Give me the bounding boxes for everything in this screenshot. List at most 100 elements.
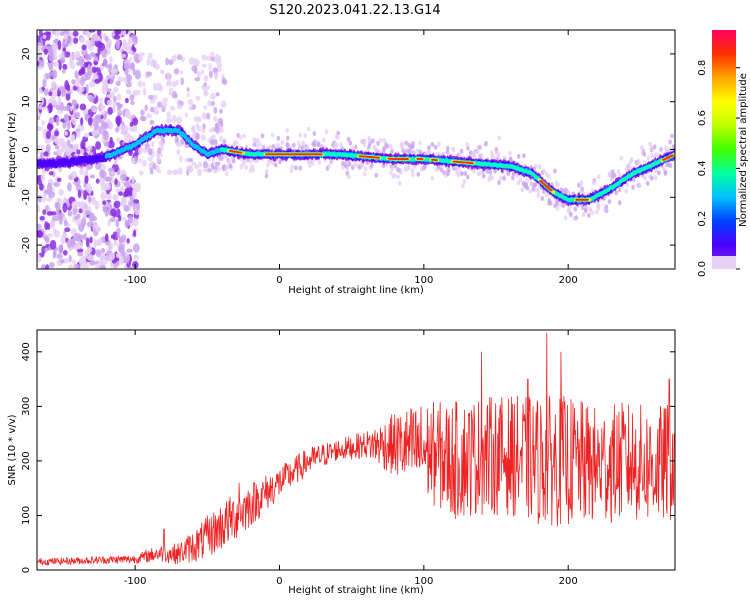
noise-blob <box>55 202 61 212</box>
noise-blob <box>151 59 155 64</box>
noise-blob <box>85 84 89 93</box>
noise-blob <box>117 103 124 109</box>
y-tick-label: 200 <box>21 451 32 470</box>
noise-blob <box>106 99 113 106</box>
noise-blob <box>89 236 93 244</box>
noise-blob <box>73 263 80 269</box>
halo-blob <box>296 140 301 146</box>
noise-blob <box>69 60 73 66</box>
noise-blob <box>113 200 121 209</box>
noise-blob <box>73 233 81 242</box>
noise-blob <box>37 115 41 121</box>
halo-blob <box>508 150 512 156</box>
noise-blob <box>51 80 56 89</box>
noise-blob <box>212 169 218 174</box>
halo-blob <box>224 154 228 160</box>
noise-blob <box>117 110 123 115</box>
noise-blob <box>203 82 207 87</box>
halo-blob <box>301 140 305 146</box>
noise-blob <box>88 96 95 103</box>
noise-blob <box>124 188 128 193</box>
noise-blob <box>71 201 77 210</box>
noise-blob <box>37 47 42 53</box>
noise-blob <box>197 168 203 177</box>
noise-blob <box>96 238 103 246</box>
noise-blob <box>77 252 84 257</box>
colorbar-tick-label: 0.2 <box>697 211 708 227</box>
halo-blob <box>244 164 248 170</box>
noise-blob <box>62 63 68 71</box>
noise-blob <box>100 181 107 192</box>
noise-blob <box>71 259 76 265</box>
halo-blob <box>485 168 490 174</box>
halo-blob <box>459 148 464 154</box>
halo-blob <box>362 171 367 177</box>
noise-blob <box>123 76 128 84</box>
noise-blob <box>198 116 202 123</box>
halo-blob <box>256 137 260 143</box>
halo-blob <box>231 158 236 164</box>
noise-blob <box>211 165 218 171</box>
noise-blob <box>39 183 44 191</box>
noise-blob <box>62 141 68 151</box>
noise-blob <box>113 64 118 70</box>
noise-blob <box>48 117 55 125</box>
noise-blob <box>63 51 71 58</box>
halo-blob <box>418 140 422 146</box>
noise-blob <box>100 192 107 201</box>
noise-blob <box>207 100 213 107</box>
noise-blob <box>108 252 116 261</box>
noise-blob <box>61 87 66 97</box>
y-tick-label: -10 <box>21 189 32 205</box>
halo-blob <box>346 136 351 142</box>
y-tick-label: 400 <box>21 342 32 361</box>
noise-blob <box>89 174 96 179</box>
halo-blob <box>659 146 663 152</box>
noise-blob <box>180 77 184 86</box>
noise-blob <box>128 201 135 207</box>
halo-blob <box>664 146 668 152</box>
noise-blob <box>172 169 177 175</box>
noise-blob <box>113 34 121 40</box>
noise-blob <box>66 121 71 130</box>
noise-blob <box>83 133 89 138</box>
halo-blob <box>333 141 338 147</box>
noise-blob <box>107 167 115 172</box>
noise-blob <box>103 113 107 120</box>
halo-blob <box>327 163 332 169</box>
halo-blob <box>607 199 612 205</box>
halo-blob <box>336 130 341 136</box>
halo-blob <box>590 188 595 194</box>
noise-blob <box>52 46 58 53</box>
halo-blob <box>238 134 243 140</box>
noise-blob <box>122 38 127 46</box>
noise-blob <box>80 66 86 75</box>
noise-blob <box>56 177 62 182</box>
noise-blob <box>41 194 47 203</box>
noise-blob <box>107 140 115 149</box>
noise-blob <box>41 59 45 68</box>
noise-blob <box>69 143 74 149</box>
noise-blob <box>50 219 56 230</box>
noise-blob <box>52 249 57 258</box>
halo-blob <box>537 164 542 170</box>
noise-blob <box>214 54 220 62</box>
noise-blob <box>203 74 209 82</box>
y-tick-label: 300 <box>21 397 32 416</box>
noise-blob <box>219 108 223 114</box>
halo-blob <box>415 148 419 154</box>
noise-blob <box>42 78 47 88</box>
halo-blob <box>518 177 523 183</box>
halo-blob <box>396 167 400 173</box>
halo-blob <box>392 172 397 178</box>
halo-blob <box>376 140 380 146</box>
halo-blob <box>625 182 630 188</box>
noise-blob <box>85 39 93 46</box>
noise-blob <box>101 247 106 254</box>
noise-blob <box>179 155 183 163</box>
noise-blob <box>96 41 103 49</box>
halo-blob <box>398 180 402 186</box>
halo-blob <box>590 210 595 216</box>
noise-blob <box>201 63 207 68</box>
